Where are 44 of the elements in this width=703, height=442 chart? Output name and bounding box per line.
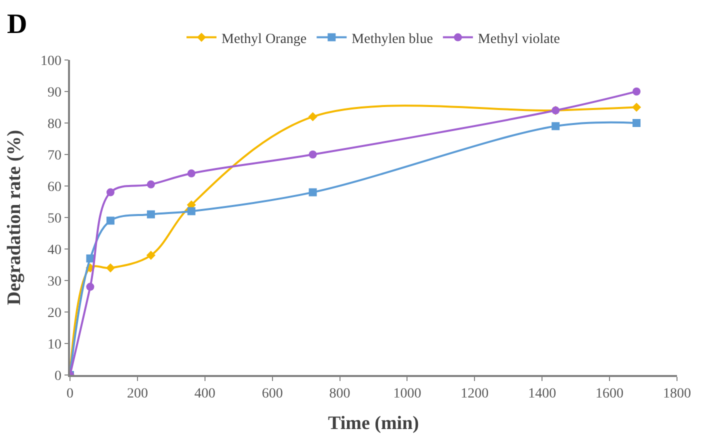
point bbox=[106, 188, 114, 196]
x-tick-label: 1600 bbox=[596, 386, 624, 402]
point bbox=[86, 282, 94, 291]
y-tick-label: 50 bbox=[47, 211, 62, 226]
y-tick-label: 10 bbox=[47, 337, 62, 352]
point bbox=[146, 210, 155, 218]
y-tick-label: 20 bbox=[47, 306, 62, 321]
point bbox=[146, 250, 156, 260]
y-tick-label: 30 bbox=[47, 274, 62, 290]
x-axis-title: Time (min) bbox=[328, 412, 419, 434]
legend-label: Methyl violate bbox=[478, 32, 560, 47]
x-tick-label: 1200 bbox=[460, 386, 489, 402]
legend-label: Methyl Orange bbox=[222, 32, 307, 47]
point bbox=[106, 216, 114, 225]
x-tick-label: 1800 bbox=[663, 386, 691, 402]
x-tick-label: 600 bbox=[262, 386, 283, 402]
y-tick-label: 40 bbox=[47, 242, 62, 258]
y-tick-label: 0 bbox=[54, 368, 62, 384]
y-axis-title: Degradation rate (%) bbox=[4, 130, 25, 306]
x-tick-label: 800 bbox=[329, 386, 350, 402]
x-tick-label: 1000 bbox=[393, 386, 422, 402]
y-tick-label: 70 bbox=[47, 148, 62, 164]
point bbox=[187, 207, 196, 216]
y-tick-label: 100 bbox=[40, 54, 62, 69]
y-tick-label: 60 bbox=[47, 180, 62, 195]
chart-title: D bbox=[7, 8, 28, 40]
legend-label: Methylen blue bbox=[352, 32, 433, 47]
point bbox=[308, 112, 318, 122]
point bbox=[632, 119, 641, 127]
point bbox=[86, 254, 94, 262]
point bbox=[187, 169, 196, 178]
point bbox=[632, 88, 641, 96]
point bbox=[106, 263, 116, 272]
x-tick-label: 0 bbox=[66, 386, 74, 402]
x-tick-label: 1400 bbox=[528, 386, 556, 402]
x-tick-label: 400 bbox=[194, 386, 216, 402]
point bbox=[632, 102, 642, 112]
point bbox=[146, 180, 155, 188]
point bbox=[308, 188, 317, 196]
point bbox=[552, 122, 560, 130]
x-tick-label: 200 bbox=[126, 386, 148, 402]
point bbox=[308, 150, 317, 158]
y-tick-label: 80 bbox=[47, 116, 62, 132]
y-tick-label: 90 bbox=[47, 85, 62, 100]
